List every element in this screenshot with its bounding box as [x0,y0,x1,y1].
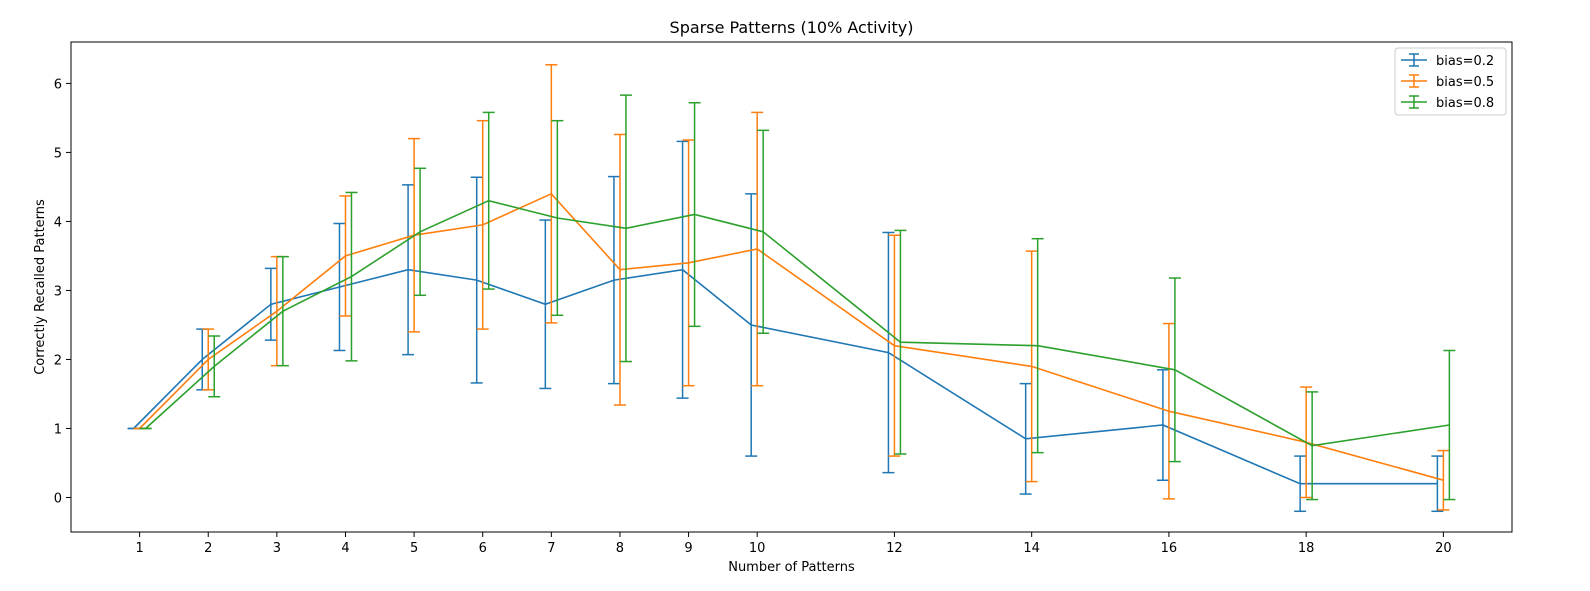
series-bias=0.8 [139,94,1456,501]
x-tick-label: 3 [273,541,281,556]
error-bar [345,191,358,362]
y-tick-label: 5 [54,146,62,161]
error-bar [202,328,215,391]
chart-title: Sparse Patterns (10% Activity) [670,18,914,37]
y-tick-label: 3 [54,284,62,299]
error-bar [339,195,352,317]
legend-label: bias=0.2 [1436,54,1494,69]
error-bar [1162,322,1175,500]
error-bar [751,111,764,387]
error-bar [613,133,626,406]
error-bar [333,222,346,352]
x-tick-label: 9 [684,541,692,556]
error-bar [1168,277,1181,463]
x-tick-label: 20 [1435,541,1452,556]
x-tick-label: 8 [616,541,624,556]
error-bar [607,175,620,385]
y-tick-label: 4 [54,215,62,230]
error-bar [888,234,901,457]
error-bar [482,111,495,290]
error-bar [745,193,758,457]
x-tick-label: 16 [1161,541,1178,556]
series-layer [127,64,1456,513]
error-bar [688,101,701,328]
error-bar [539,219,552,390]
error-bar [1025,250,1038,483]
y-tick-label: 0 [54,491,62,506]
y-axis-label: Correctly Recalled Patterns [33,199,48,375]
x-tick-label: 1 [135,541,143,556]
x-tick-label: 2 [204,541,212,556]
legend-item: bias=0.5 [1401,74,1494,90]
x-tick-label: 5 [410,541,418,556]
x-tick-label: 12 [886,541,903,556]
y-tick-label: 6 [54,77,62,92]
plot-area [70,41,1513,533]
error-bar [619,94,632,363]
error-bar [682,139,695,387]
error-bar [1306,391,1319,501]
x-tick-label: 14 [1023,541,1040,556]
error-bar [1443,349,1456,501]
legend-label: bias=0.5 [1436,75,1494,90]
error-bar [414,167,427,297]
error-bar [1431,455,1444,513]
error-bar [476,119,489,330]
error-bar [882,231,895,474]
error-bar [757,129,770,334]
legend-label: bias=0.8 [1436,96,1494,111]
x-axis-ticks: 1 2 3 4 5 6 7 8 9 10 12 14 16 18 20 [135,532,1452,556]
legend-item: bias=0.8 [1401,95,1494,111]
legend-item: bias=0.2 [1401,53,1494,69]
x-tick-label: 4 [341,541,349,556]
y-tick-label: 2 [54,353,62,368]
legend: bias=0.2 bias=0.5 bias=0.8 [1394,47,1507,116]
error-bar [208,335,221,398]
error-bar [1294,455,1307,513]
error-bar [1031,237,1044,454]
error-bar [676,140,689,399]
error-bar [1156,369,1169,481]
error-bar [276,255,289,367]
series-bias=0.2 [127,140,1444,513]
error-bar [264,267,277,341]
x-axis-label: Number of Patterns [728,560,855,575]
x-tick-label: 6 [479,541,487,556]
y-axis-ticks: 0 1 2 3 4 5 6 [54,77,71,506]
error-bar [545,64,558,324]
error-bar [470,176,483,384]
legend-box [1394,47,1507,116]
error-bar [551,119,564,317]
error-bar [402,184,415,356]
x-tick-label: 7 [547,541,555,556]
error-bar [894,229,907,455]
error-bar [1019,382,1032,495]
y-tick-label: 1 [54,422,62,437]
x-tick-label: 18 [1298,541,1315,556]
x-tick-label: 10 [749,541,766,556]
